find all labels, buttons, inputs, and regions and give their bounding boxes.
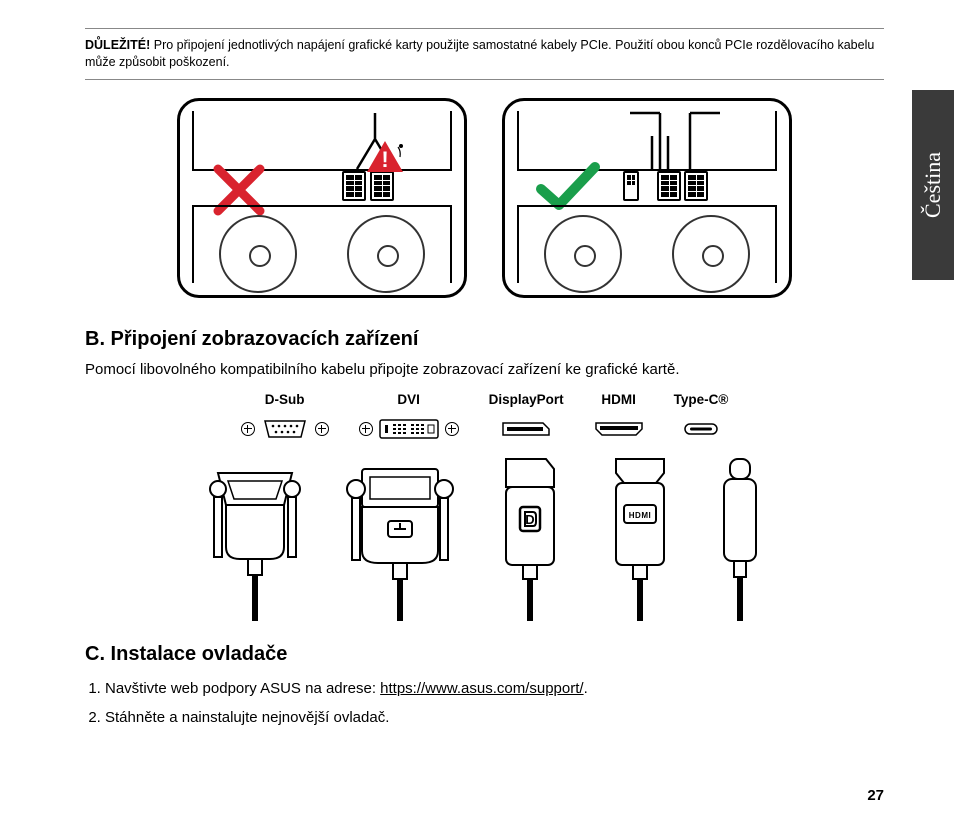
- step-text-after: .: [584, 680, 588, 697]
- screw-icon: [315, 422, 329, 436]
- gpu-fan-icon: [544, 215, 622, 293]
- hdmi-glyph: HDMI: [628, 511, 650, 520]
- step-1: Navštivte web podpory ASUS na adrese: ht…: [105, 676, 884, 702]
- separate-cables-icon: [600, 111, 750, 173]
- typec-cable-icon: [710, 451, 770, 621]
- port-label: D-Sub: [241, 392, 329, 407]
- step-text: Navštivte web podpory ASUS na adrese:: [105, 680, 380, 697]
- pcie-connector-icon: [342, 171, 366, 201]
- gpu-card-icon: [517, 205, 777, 283]
- pcie-connector-small-icon: [623, 171, 639, 201]
- dsub-port-icon: [261, 419, 309, 439]
- port-displayport: DisplayPort: [489, 392, 564, 443]
- driver-install-steps: Navštivte web podpory ASUS na adrese: ht…: [85, 676, 884, 731]
- svg-text:!: !: [381, 147, 388, 172]
- hdmi-port-icon: [594, 421, 644, 437]
- section-c-heading: C. Instalace ovladače: [85, 643, 884, 666]
- section-b-heading: B. Připojení zobrazovacích zařízení: [85, 328, 884, 351]
- port-label: DisplayPort: [489, 392, 564, 407]
- displayport-cable-icon: D: [490, 451, 570, 621]
- pcie-connector-icon: [684, 171, 708, 201]
- port-hdmi: HDMI: [594, 392, 644, 443]
- warning-triangle-icon: !: [365, 139, 405, 175]
- dvi-cable-icon: [340, 451, 460, 621]
- hdmi-cable-icon: HDMI: [600, 451, 680, 621]
- typec-port-icon: [684, 423, 718, 435]
- gpu-fan-icon: [347, 215, 425, 293]
- step-text: Stáhněte a nainstalujte nejnovější ovlad…: [105, 709, 389, 726]
- language-tab: Čeština: [912, 90, 954, 280]
- dvi-port-icon: [379, 419, 439, 439]
- gpu-card-icon: [192, 205, 452, 283]
- important-notice: DŮLEŽITÉ! Pro připojení jednotlivých nap…: [85, 28, 884, 80]
- support-link[interactable]: https://www.asus.com/support/: [380, 680, 583, 697]
- section-b-text: Pomocí libovolného kompatibilního kabelu…: [85, 361, 884, 378]
- port-label: DVI: [359, 392, 459, 407]
- port-label: Type-C®: [674, 392, 729, 407]
- dp-glyph: D: [525, 512, 534, 527]
- diagram-correct: [502, 98, 792, 298]
- screw-icon: [241, 422, 255, 436]
- notice-text: Pro připojení jednotlivých napájení graf…: [85, 38, 874, 69]
- port-labels-row: D-Sub DVI DisplayPort HDMI Type-C®: [85, 392, 884, 443]
- power-cable-diagrams: !: [85, 98, 884, 298]
- displayport-port-icon: [501, 421, 551, 437]
- step-2: Stáhněte a nainstalujte nejnovější ovlad…: [105, 705, 884, 731]
- notice-prefix: DŮLEŽITÉ!: [85, 38, 150, 52]
- diagram-wrong: !: [177, 98, 467, 298]
- gpu-fan-icon: [219, 215, 297, 293]
- cable-illustrations: D HDMI: [85, 451, 884, 621]
- pcie-connector-icon: [370, 171, 394, 201]
- gpu-fan-icon: [672, 215, 750, 293]
- screw-icon: [445, 422, 459, 436]
- screw-icon: [359, 422, 373, 436]
- page-number: 27: [867, 787, 884, 804]
- port-typec: Type-C®: [674, 392, 729, 443]
- language-tab-label: Čeština: [920, 152, 946, 218]
- pcie-connectors: [342, 171, 394, 201]
- dsub-cable-icon: [200, 451, 310, 621]
- port-dsub: D-Sub: [241, 392, 329, 443]
- port-label: HDMI: [594, 392, 644, 407]
- pcie-connector-icon: [657, 171, 681, 201]
- pcie-connectors: [623, 171, 708, 201]
- port-dvi: DVI: [359, 392, 459, 443]
